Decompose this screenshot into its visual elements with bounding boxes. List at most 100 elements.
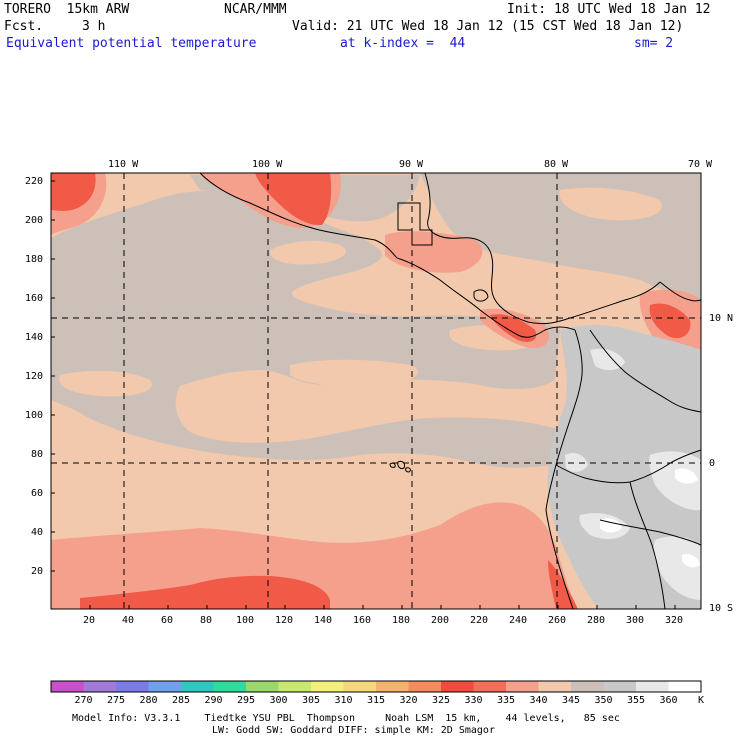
field-330-peru [548,560,578,609]
field-340-pocket-2 [59,370,152,397]
x-tick-label: 80 [200,615,213,626]
x-tick-label: 320 [665,615,684,626]
x-tick-label: 220 [470,615,489,626]
map-frame [50,172,702,610]
colorbar-label: 330 [464,695,483,706]
colorbar-label: 290 [204,695,223,706]
x-tick-label: 200 [431,615,450,626]
field-355-patch-1 [590,348,625,371]
field-330-northwest [51,173,96,211]
field-360-spot-3 [682,554,700,568]
physics-info: LW: Godd SW: Goddard DIFF: simple KM: 2D… [212,725,495,736]
colorbar-swatch [213,681,247,692]
smoothing-label: sm= 2 [634,36,674,51]
colorbar-label: 300 [269,695,288,706]
peru-border [599,519,701,546]
valid-time: Valid: 21 UTC Wed 18 Jan 12 (15 CST Wed … [292,19,684,34]
y-tick-label: 200 [25,215,44,226]
x-tick-label: 100 [236,615,255,626]
model-info: Model Info: V3.3.1 Tiedtke YSU PBL Thomp… [72,713,620,724]
field-340-pocket-5 [559,187,662,221]
y-tick-label: 100 [25,410,44,421]
y-tick-label: 80 [31,449,44,460]
colorbar-label: 350 [594,695,613,706]
colorbar-label: 285 [172,695,191,706]
colorbar-label: 340 [529,695,548,706]
caribbean-coast [424,173,661,325]
x-tick-label: 300 [626,615,645,626]
colorbar-swatch [408,681,442,692]
colorbar-swatch [148,681,182,692]
colorbar-swatch [311,681,344,692]
forecast-label: Fcst. [4,19,44,34]
x-tick-label: 260 [548,615,567,626]
colorbar-frame [50,680,702,693]
lon-label-70w: 70 W [688,159,713,170]
field-355-patch-5 [565,453,588,472]
colorbar-label: 280 [139,695,158,706]
field-345-region [51,190,570,468]
center-name: NCAR/MMM [224,2,287,17]
colorbar-swatch [473,681,507,692]
colombia-border [589,329,701,413]
colorbar-label: 305 [302,695,321,706]
y-tick-label: 40 [31,527,44,538]
colorbar-label: 325 [432,695,451,706]
colorbar-swatch [116,681,149,692]
colorbar-swatch [441,681,474,692]
colorbar-label: 345 [562,695,581,706]
x-tick-label: 40 [122,615,135,626]
colorbar-unit: K [698,695,705,706]
lon-label-100w: 100 W [252,159,283,170]
init-time: Init: 18 UTC Wed 18 Jan 12 [507,2,711,17]
y-tick-label: 120 [25,371,44,382]
y-tick-label: 160 [25,293,44,304]
tick-marks [51,180,676,609]
central-america-coast [396,257,576,338]
field-355-patch-4 [653,536,701,600]
colorbar-label: 270 [74,695,93,706]
x-tick-label: 240 [509,615,528,626]
forecast-hour: 3 h [82,19,106,34]
colorbar-swatch [603,681,637,692]
field-330-venezuela [649,303,691,339]
mexico-coast [199,173,398,259]
colorbar-label: 315 [367,695,386,706]
brazil-border [629,481,666,609]
yucatan-box [397,202,433,246]
colorbar-label: 320 [399,695,418,706]
level-label: at k-index = 44 [340,36,466,51]
model-name: TORERO 15km ARW [4,2,130,17]
colorbar-swatch [83,681,117,692]
colorbar-label: 295 [237,695,256,706]
field-360-spot-1 [600,518,622,533]
lat-label-10s: 10 S [709,603,734,614]
venezuela-coast [659,281,701,302]
y-tick-label: 20 [31,566,44,577]
field-340-pocket-1 [269,240,346,265]
y-tick-label: 140 [25,332,44,343]
x-tick-label: 180 [392,615,411,626]
colorbar-swatch [343,681,377,692]
colorbar-label: 335 [497,695,516,706]
colorbar-label: 360 [659,695,678,706]
field-340-pocket-3 [290,359,419,387]
y-tick-label: 220 [25,176,44,187]
colorbar-swatch [51,681,84,692]
colorbar-label: 310 [334,695,353,706]
lat-label-0: 0 [709,458,716,469]
field-330-north-coast [255,173,332,226]
field-355-patch-2 [649,451,701,511]
colorbar-swatches [51,681,702,692]
colorbar-swatch [376,681,409,692]
x-tick-label: 20 [83,615,96,626]
colorbar-swatch [668,681,702,692]
x-tick-label: 160 [353,615,372,626]
y-tick-label: 60 [31,488,44,499]
galapagos-2 [397,460,405,469]
x-tick-label: 280 [587,615,606,626]
x-tick-label: 60 [161,615,174,626]
colorbar-swatch [246,681,279,692]
